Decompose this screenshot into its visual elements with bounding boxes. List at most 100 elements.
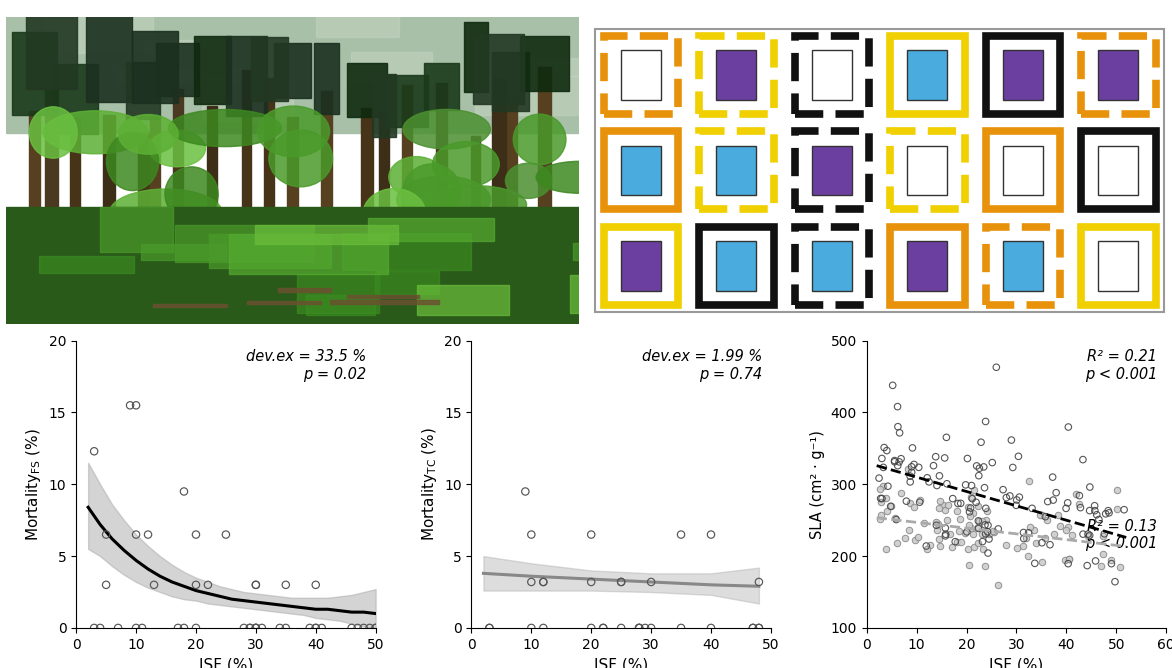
- Point: [984, 526, 1003, 537]
- Point: [277, 623, 295, 633]
- Bar: [472, 35, 524, 104]
- Point: [1071, 502, 1090, 513]
- Point: [958, 453, 976, 464]
- Point: [887, 514, 906, 525]
- Point: [1044, 495, 1063, 506]
- Point: [629, 623, 648, 633]
- Ellipse shape: [389, 156, 444, 198]
- Point: [366, 623, 384, 633]
- Point: [973, 516, 992, 526]
- Ellipse shape: [109, 189, 223, 236]
- Point: [121, 400, 139, 411]
- Point: [144, 579, 163, 591]
- Point: [1115, 504, 1133, 515]
- Point: [872, 497, 891, 508]
- Bar: [812, 146, 852, 195]
- Point: [872, 510, 891, 520]
- Point: [952, 536, 970, 547]
- Bar: [907, 241, 947, 291]
- Point: [1059, 554, 1078, 564]
- Point: [1001, 490, 1020, 501]
- Bar: [173, 89, 183, 309]
- Bar: [229, 234, 388, 275]
- Point: [943, 493, 962, 504]
- Point: [1108, 504, 1126, 514]
- Point: [934, 500, 953, 510]
- Point: [1009, 451, 1028, 462]
- Point: [983, 526, 1002, 536]
- Bar: [6, 207, 579, 324]
- Bar: [891, 35, 965, 114]
- Bar: [331, 301, 438, 304]
- Bar: [138, 133, 149, 309]
- Point: [1108, 485, 1126, 496]
- Point: [186, 529, 205, 540]
- Point: [522, 623, 540, 633]
- Bar: [131, 31, 178, 103]
- Point: [975, 482, 994, 493]
- Point: [976, 528, 995, 539]
- Point: [909, 462, 928, 473]
- Bar: [243, 70, 251, 309]
- Point: [1078, 531, 1097, 542]
- Bar: [1003, 241, 1043, 291]
- Point: [983, 457, 1002, 468]
- Point: [594, 623, 613, 633]
- Point: [952, 498, 970, 508]
- X-axis label: ISF (%): ISF (%): [594, 657, 648, 668]
- Bar: [1003, 50, 1043, 100]
- Bar: [571, 275, 634, 313]
- Point: [1024, 524, 1043, 535]
- Point: [629, 623, 648, 633]
- Point: [870, 473, 888, 484]
- Bar: [891, 131, 965, 210]
- Point: [904, 442, 922, 453]
- Point: [878, 445, 897, 456]
- Point: [1041, 539, 1059, 550]
- Point: [240, 623, 259, 633]
- Point: [968, 537, 987, 548]
- Ellipse shape: [43, 111, 148, 154]
- Point: [581, 623, 600, 633]
- Bar: [150, 116, 161, 309]
- Bar: [314, 43, 339, 114]
- Y-axis label: Mortality$_\mathregular{FS}$ (%): Mortality$_\mathregular{FS}$ (%): [25, 428, 43, 541]
- Point: [84, 446, 103, 457]
- Bar: [491, 53, 529, 111]
- Ellipse shape: [165, 167, 218, 221]
- Point: [1058, 558, 1077, 569]
- Point: [969, 523, 988, 534]
- Bar: [716, 146, 756, 195]
- Point: [887, 537, 906, 548]
- Point: [522, 529, 540, 540]
- Point: [914, 518, 933, 529]
- Bar: [436, 83, 447, 309]
- Point: [969, 470, 988, 481]
- Point: [1020, 528, 1038, 538]
- Point: [534, 623, 553, 633]
- Bar: [103, 116, 115, 309]
- Point: [354, 623, 373, 633]
- Bar: [154, 303, 226, 307]
- Point: [902, 462, 921, 472]
- Point: [1070, 498, 1089, 509]
- Bar: [986, 35, 1061, 114]
- Point: [271, 623, 289, 633]
- Point: [138, 529, 157, 540]
- Text: R² = 0.21
p < 0.001: R² = 0.21 p < 0.001: [1085, 349, 1157, 381]
- Point: [1036, 511, 1055, 522]
- Bar: [209, 234, 331, 269]
- Bar: [795, 35, 870, 114]
- Bar: [621, 146, 661, 195]
- Point: [743, 623, 762, 633]
- Point: [1088, 510, 1106, 520]
- Point: [109, 623, 128, 633]
- Point: [946, 536, 965, 547]
- Point: [931, 540, 949, 551]
- Point: [871, 513, 890, 524]
- Point: [306, 623, 325, 633]
- Point: [901, 471, 920, 482]
- Point: [1014, 527, 1033, 538]
- Bar: [101, 207, 173, 253]
- Bar: [69, 118, 80, 309]
